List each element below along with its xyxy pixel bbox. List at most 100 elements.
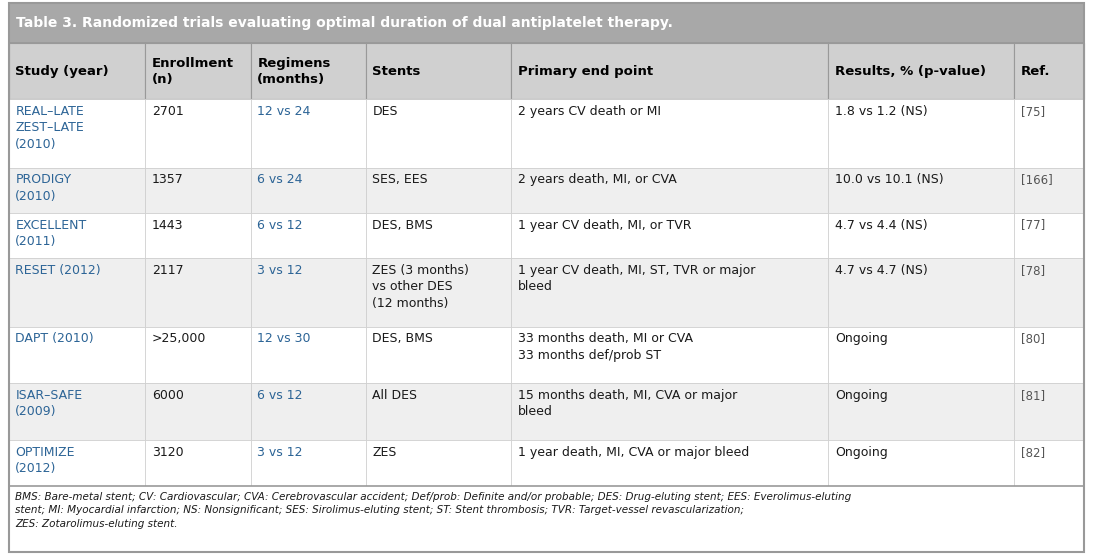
Bar — [366, 384, 512, 440]
Bar — [512, 99, 828, 168]
Text: 6000: 6000 — [152, 389, 184, 402]
Text: PRODIGY
(2010): PRODIGY (2010) — [15, 173, 71, 203]
Text: 2117: 2117 — [152, 264, 184, 277]
Bar — [828, 43, 1014, 99]
Text: Table 3. Randomized trials evaluating optimal duration of dual antiplatelet ther: Table 3. Randomized trials evaluating op… — [16, 16, 673, 30]
Text: 1 year CV death, MI, or TVR: 1 year CV death, MI, or TVR — [518, 219, 691, 231]
Text: 2 years CV death or MI: 2 years CV death or MI — [518, 105, 660, 118]
Text: [75]: [75] — [1021, 105, 1045, 118]
Bar — [512, 43, 828, 99]
Text: Ongoing: Ongoing — [835, 332, 888, 345]
Bar — [250, 99, 366, 168]
Text: [81]: [81] — [1021, 389, 1045, 402]
Text: 1 year death, MI, CVA or major bleed: 1 year death, MI, CVA or major bleed — [518, 446, 749, 459]
Text: [77]: [77] — [1021, 219, 1045, 231]
Text: >25,000: >25,000 — [152, 332, 207, 345]
Bar — [145, 384, 250, 440]
Text: [78]: [78] — [1021, 264, 1045, 277]
Text: 1 year CV death, MI, ST, TVR or major
bleed: 1 year CV death, MI, ST, TVR or major bl… — [518, 264, 755, 294]
Bar — [145, 43, 250, 99]
Bar — [1014, 99, 1084, 168]
Bar — [9, 440, 145, 486]
Text: 12 vs 30: 12 vs 30 — [257, 332, 310, 345]
Bar — [512, 168, 828, 213]
Text: ISAR–SAFE
(2009): ISAR–SAFE (2009) — [15, 389, 82, 418]
Text: ZES: ZES — [373, 446, 397, 459]
Bar — [250, 213, 366, 259]
Text: 3 vs 12: 3 vs 12 — [257, 446, 303, 459]
Text: EXCELLENT
(2011): EXCELLENT (2011) — [15, 219, 86, 248]
Bar — [366, 43, 512, 99]
Text: Ref.: Ref. — [1021, 64, 1050, 78]
Bar — [1014, 326, 1084, 384]
Text: All DES: All DES — [373, 389, 418, 402]
Text: RESET (2012): RESET (2012) — [15, 264, 101, 277]
Text: 2 years death, MI, or CVA: 2 years death, MI, or CVA — [518, 173, 677, 186]
Text: 33 months death, MI or CVA
33 months def/prob ST: 33 months death, MI or CVA 33 months def… — [518, 332, 693, 362]
Bar — [512, 259, 828, 326]
Text: DES: DES — [373, 105, 398, 118]
Bar — [9, 43, 145, 99]
Bar — [828, 168, 1014, 213]
Text: Study (year): Study (year) — [15, 64, 109, 78]
Bar — [366, 326, 512, 384]
Bar — [9, 326, 145, 384]
Text: 4.7 vs 4.4 (NS): 4.7 vs 4.4 (NS) — [835, 219, 928, 231]
Bar — [1014, 440, 1084, 486]
Bar — [9, 486, 1084, 552]
Text: 6 vs 24: 6 vs 24 — [257, 173, 303, 186]
Bar — [366, 168, 512, 213]
Text: Stents: Stents — [373, 64, 421, 78]
Text: 1.8 vs 1.2 (NS): 1.8 vs 1.2 (NS) — [835, 105, 928, 118]
Bar — [145, 326, 250, 384]
Text: DAPT (2010): DAPT (2010) — [15, 332, 94, 345]
Text: Primary end point: Primary end point — [518, 64, 653, 78]
Bar — [145, 99, 250, 168]
Text: REAL–LATE
ZEST–LATE
(2010): REAL–LATE ZEST–LATE (2010) — [15, 105, 84, 151]
Text: [166]: [166] — [1021, 173, 1053, 186]
Bar — [250, 168, 366, 213]
Bar — [828, 99, 1014, 168]
Text: Ongoing: Ongoing — [835, 446, 888, 459]
Text: 6 vs 12: 6 vs 12 — [257, 219, 303, 231]
Text: 2701: 2701 — [152, 105, 184, 118]
Bar — [9, 384, 145, 440]
Bar — [366, 259, 512, 326]
Bar — [1014, 43, 1084, 99]
Text: 6 vs 12: 6 vs 12 — [257, 389, 303, 402]
Text: 10.0 vs 10.1 (NS): 10.0 vs 10.1 (NS) — [835, 173, 943, 186]
Text: SES, EES: SES, EES — [373, 173, 428, 186]
Text: OPTIMIZE
(2012): OPTIMIZE (2012) — [15, 446, 74, 475]
Bar — [828, 384, 1014, 440]
Text: Regimens
(months): Regimens (months) — [257, 57, 331, 85]
Text: DES, BMS: DES, BMS — [373, 219, 433, 231]
Bar — [828, 326, 1014, 384]
Bar — [512, 440, 828, 486]
Bar — [9, 213, 145, 259]
Bar — [145, 259, 250, 326]
Bar — [145, 213, 250, 259]
Bar — [512, 213, 828, 259]
Text: ZES (3 months)
vs other DES
(12 months): ZES (3 months) vs other DES (12 months) — [373, 264, 469, 310]
Bar — [512, 384, 828, 440]
Text: BMS: Bare-metal stent; CV: Cardiovascular; CVA: Cerebrovascular accident; Def/pr: BMS: Bare-metal stent; CV: Cardiovascula… — [15, 492, 851, 529]
Bar — [145, 168, 250, 213]
Bar — [366, 440, 512, 486]
Bar — [250, 440, 366, 486]
Text: [82]: [82] — [1021, 446, 1045, 459]
Bar — [1014, 384, 1084, 440]
Bar — [250, 384, 366, 440]
Bar — [828, 440, 1014, 486]
Text: DES, BMS: DES, BMS — [373, 332, 433, 345]
Bar — [9, 259, 145, 326]
Bar — [828, 213, 1014, 259]
Bar — [1014, 259, 1084, 326]
Text: 12 vs 24: 12 vs 24 — [257, 105, 310, 118]
Text: Ongoing: Ongoing — [835, 389, 888, 402]
Text: 1443: 1443 — [152, 219, 184, 231]
Bar — [1014, 213, 1084, 259]
Text: 1357: 1357 — [152, 173, 184, 186]
Bar — [9, 168, 145, 213]
Bar — [512, 326, 828, 384]
Bar — [1014, 168, 1084, 213]
